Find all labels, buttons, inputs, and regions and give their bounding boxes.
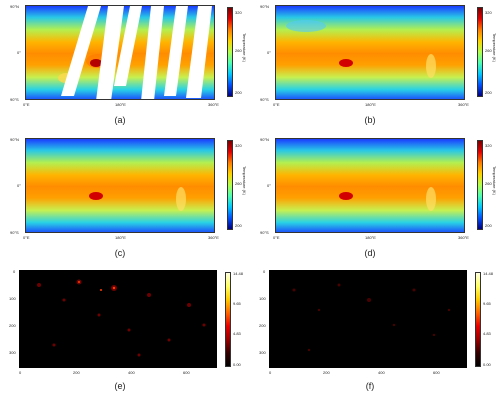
x-tick: 600 <box>433 370 440 375</box>
colorbar-tick: 200 <box>485 223 492 228</box>
lon-tick: 180°E <box>115 102 126 107</box>
lat-tick: 90°S <box>10 230 19 235</box>
lon-tick: 180°E <box>365 102 376 107</box>
temperature-colorbar <box>477 7 483 97</box>
colorbar-tick: 260 <box>235 48 242 53</box>
y-tick: 300 <box>9 350 16 355</box>
colorbar-tick: 9.65 <box>233 301 241 306</box>
lat-tick: 90°N <box>260 137 269 142</box>
colorbar-tick: 200 <box>485 90 492 95</box>
error-map-e <box>19 270 217 368</box>
lat-tick: 90°N <box>260 4 269 9</box>
lon-tick: 360°E <box>208 235 219 240</box>
y-tick: 0 <box>13 269 16 274</box>
x-tick: 600 <box>183 370 190 375</box>
temperature-colorbar <box>227 7 233 97</box>
error-colorbar <box>225 272 231 367</box>
colorbar-tick: 9.65 <box>483 301 491 306</box>
panel-a: 90°N 0° 90°S 320 260 200 Temperature (K)… <box>5 3 247 131</box>
colorbar-label: Temperature (K) <box>242 166 247 195</box>
caption-d: (d) <box>364 248 376 258</box>
y-tick: 300 <box>259 350 266 355</box>
colorbar-tick: 260 <box>485 181 492 186</box>
lon-tick: 0°E <box>23 102 30 107</box>
lon-tick: 0°E <box>23 235 30 240</box>
caption-c: (c) <box>114 248 126 258</box>
colorbar-tick: 0.00 <box>483 362 491 367</box>
lon-tick: 0°E <box>273 235 280 240</box>
x-tick: 400 <box>128 370 135 375</box>
caption-e: (e) <box>114 381 126 391</box>
lon-tick: 360°E <box>458 102 469 107</box>
temperature-map-a <box>25 5 215 100</box>
panel-d: 90°N 0° 90°S 320 260 200 Temperature (K)… <box>255 136 497 264</box>
lon-tick: 360°E <box>208 102 219 107</box>
colorbar-tick: 4.83 <box>233 331 241 336</box>
colorbar-tick: 14.48 <box>233 271 244 276</box>
lat-tick: 0° <box>267 183 271 188</box>
lon-tick: 360°E <box>458 235 469 240</box>
temperature-colorbar <box>227 140 233 230</box>
lon-tick: 180°E <box>115 235 126 240</box>
x-tick: 0 <box>19 370 22 375</box>
error-map-f <box>269 270 467 368</box>
caption-f: (f) <box>365 381 375 391</box>
colorbar-tick: 320 <box>485 143 492 148</box>
colorbar-tick: 260 <box>485 48 492 53</box>
caption-a: (a) <box>114 115 126 125</box>
y-tick: 200 <box>9 323 16 328</box>
colorbar-tick: 320 <box>235 10 242 15</box>
error-colorbar <box>475 272 481 367</box>
lon-tick: 180°E <box>365 235 376 240</box>
panel-f: 0 100 200 300 0 200 400 600 14.48 9.65 4… <box>255 268 495 398</box>
panel-b: 90°N 0° 90°S 320 260 200 Temperature (K)… <box>255 3 497 131</box>
lat-tick: 0° <box>17 183 21 188</box>
caption-b: (b) <box>364 115 376 125</box>
temperature-map-d <box>275 138 465 233</box>
panel-c: 90°N 0° 90°S 320 260 200 Temperature (K)… <box>5 136 247 264</box>
lat-tick: 90°N <box>10 4 19 9</box>
y-tick: 200 <box>259 323 266 328</box>
lat-tick: 90°S <box>260 230 269 235</box>
lat-tick: 90°S <box>10 97 19 102</box>
x-tick: 200 <box>323 370 330 375</box>
y-tick: 100 <box>9 296 16 301</box>
colorbar-label: Temperature (K) <box>242 33 247 62</box>
colorbar-tick: 320 <box>235 143 242 148</box>
panel-e: 0 100 200 300 0 200 400 600 14.48 9.65 4… <box>5 268 245 398</box>
colorbar-label: Temperature (K) <box>492 33 497 62</box>
x-tick: 200 <box>73 370 80 375</box>
colorbar-tick: 200 <box>235 90 242 95</box>
y-tick: 0 <box>263 269 266 274</box>
colorbar-label: Temperature (K) <box>492 166 497 195</box>
temperature-map-b <box>275 5 465 100</box>
lon-tick: 0°E <box>273 102 280 107</box>
colorbar-tick: 200 <box>235 223 242 228</box>
lat-tick: 90°S <box>260 97 269 102</box>
y-tick: 100 <box>259 296 266 301</box>
colorbar-tick: 0.00 <box>233 362 241 367</box>
lat-tick: 0° <box>17 50 21 55</box>
colorbar-tick: 320 <box>485 10 492 15</box>
x-tick: 400 <box>378 370 385 375</box>
colorbar-tick: 14.48 <box>483 271 494 276</box>
colorbar-tick: 260 <box>235 181 242 186</box>
temperature-map-c <box>25 138 215 233</box>
x-tick: 0 <box>269 370 272 375</box>
lat-tick: 90°N <box>10 137 19 142</box>
lat-tick: 0° <box>267 50 271 55</box>
temperature-colorbar <box>477 140 483 230</box>
colorbar-tick: 4.83 <box>483 331 491 336</box>
